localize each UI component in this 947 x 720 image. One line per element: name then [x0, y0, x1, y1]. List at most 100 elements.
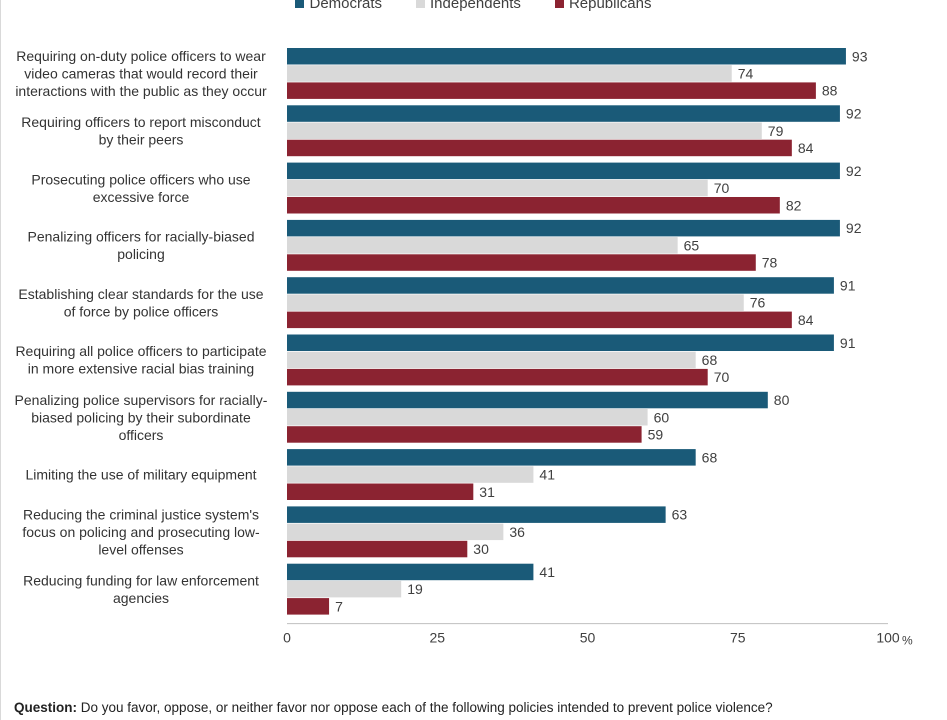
x-tick-label: 50	[580, 630, 596, 646]
data-label-independents: 76	[750, 295, 766, 311]
x-tick-label: 100	[876, 630, 900, 646]
legend-label-republicans: Republicans	[568, 0, 652, 12]
data-label-republicans: 30	[473, 541, 489, 557]
data-label-democrats: 92	[846, 106, 862, 122]
legend-label-independents: Independents	[430, 0, 521, 12]
category-label: in more extensive racial bias training	[28, 361, 254, 377]
bar-republicans	[287, 540, 468, 558]
bar-republicans	[287, 426, 642, 443]
data-label-independents: 65	[684, 237, 700, 253]
category-label: biased policing by their subordinate	[31, 409, 251, 425]
category-label: Prosecuting police officers who use	[31, 171, 250, 187]
legend-label-democrats: Democrats	[309, 0, 383, 12]
category-label: video cameras that would record their	[24, 65, 258, 81]
bar-democrats	[287, 449, 696, 466]
chart-legend: Democrats Independents Republicans	[0, 0, 947, 13]
data-label-democrats: 68	[702, 449, 718, 465]
legend-swatch-republicans	[554, 0, 564, 8]
bar-independents	[287, 523, 504, 541]
x-tick-label: 0	[283, 630, 291, 646]
bar-republicans	[287, 311, 792, 329]
bar-democrats	[287, 219, 840, 237]
bar-independents	[287, 122, 762, 139]
data-label-independents: 36	[509, 524, 525, 540]
legend-swatch-independents	[416, 0, 426, 8]
data-label-republicans: 70	[714, 369, 730, 385]
category-label: Requiring all police officers to partici…	[15, 343, 266, 359]
data-label-democrats: 63	[672, 507, 688, 523]
bar-independents	[287, 294, 744, 311]
category-label: policing	[117, 246, 164, 262]
left-border	[0, 0, 1, 720]
category-label: Establishing clear standards for the use	[18, 286, 263, 302]
category-label: agencies	[113, 590, 169, 606]
data-label-republicans: 31	[479, 484, 495, 500]
data-label-republicans: 78	[762, 255, 778, 271]
bar-republicans	[287, 197, 780, 214]
legend-item-independents: Independents	[416, 0, 521, 13]
bar-democrats	[287, 334, 834, 351]
bar-republicans	[287, 82, 816, 99]
data-label-republicans: 59	[648, 426, 664, 442]
data-label-democrats: 80	[774, 392, 790, 408]
category-label: Reducing funding for law enforcement	[23, 572, 259, 588]
bar-democrats	[287, 391, 768, 409]
bar-independents	[287, 351, 696, 369]
question-footnote: Question: Do you favor, oppose, or neith…	[14, 700, 773, 715]
bar-republicans	[287, 598, 330, 615]
bar-republicans	[287, 139, 792, 157]
bar-republicans	[287, 368, 708, 386]
bar-independents	[287, 409, 648, 426]
category-label: Limiting the use of military equipment	[25, 467, 256, 483]
category-label: Penalizing officers for racially-biased	[28, 229, 255, 245]
data-label-democrats: 91	[840, 277, 856, 293]
bar-democrats	[287, 48, 846, 65]
x-tick-label: 75	[730, 630, 746, 646]
data-label-republicans: 84	[798, 312, 814, 328]
legend-item-democrats: Democrats	[295, 0, 382, 13]
data-label-independents: 68	[702, 352, 718, 368]
category-label: Requiring on-duty police officers to wea…	[16, 48, 266, 64]
data-label-democrats: 91	[840, 335, 856, 351]
data-label-republicans: 7	[335, 598, 343, 614]
data-label-independents: 79	[768, 123, 784, 139]
bar-independents	[287, 466, 534, 483]
data-label-independents: 19	[407, 581, 423, 597]
bar-democrats	[287, 506, 666, 523]
bar-republicans	[287, 483, 474, 500]
legend-swatch-democrats	[295, 0, 305, 8]
data-label-republicans: 88	[822, 83, 838, 99]
data-label-democrats: 93	[852, 48, 868, 64]
data-label-democrats: 92	[846, 220, 862, 236]
bar-independents	[287, 237, 678, 254]
legend-item-republicans: Republicans	[554, 0, 652, 13]
question-label: Question:	[14, 700, 77, 715]
bar-independents	[287, 580, 402, 598]
category-label: Requiring officers to report misconduct	[21, 114, 261, 130]
data-label-independents: 60	[654, 409, 670, 425]
bar-democrats	[287, 162, 840, 180]
data-label-independents: 41	[539, 467, 555, 483]
category-label: excessive force	[93, 189, 190, 205]
data-label-republicans: 82	[786, 197, 802, 213]
bar-republicans	[287, 254, 756, 271]
category-label: focus on policing and prosecuting low-	[22, 524, 260, 540]
data-label-independents: 74	[738, 65, 754, 81]
data-label-independents: 70	[714, 180, 730, 196]
category-label: by their peers	[99, 132, 184, 148]
bar-independents	[287, 65, 732, 82]
bar-chart: 93 74 88 Requiring on-duty police officers …	[15, 48, 913, 648]
bar-independents	[287, 179, 708, 197]
category-label: interactions with the public as they occ…	[15, 83, 267, 99]
category-label: officers	[119, 427, 164, 443]
category-label: level offenses	[98, 541, 183, 557]
bar-democrats	[287, 277, 834, 294]
category-label: Penalizing police supervisors for racial…	[15, 392, 268, 408]
bar-democrats	[287, 105, 840, 122]
category-label: of force by police officers	[64, 303, 219, 319]
category-label: Reducing the criminal justice system's	[23, 506, 259, 522]
data-label-democrats: 92	[846, 163, 862, 179]
data-label-democrats: 41	[539, 564, 555, 580]
x-tick-label: 25	[429, 630, 445, 646]
x-unit-label: %	[902, 634, 913, 648]
